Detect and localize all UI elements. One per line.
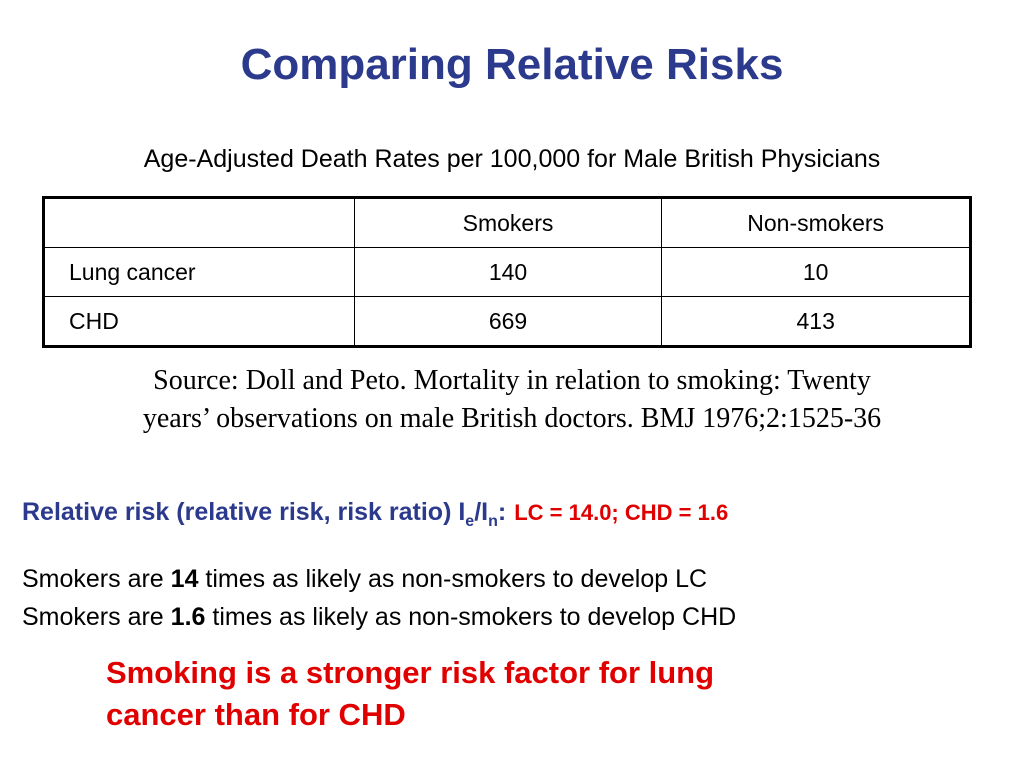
cell-smokers: 669 xyxy=(353,296,663,347)
slide-title: Comparing Relative Risks xyxy=(240,40,784,89)
relative-risk-line: Relative risk (relative risk, risk ratio… xyxy=(22,498,728,531)
row-label: CHD xyxy=(43,296,355,347)
row-label: Lung cancer xyxy=(43,247,355,297)
header-non-smokers: Non-smokers xyxy=(661,197,971,248)
statement-value: 14 xyxy=(170,565,199,593)
statement-suffix: times as likely as non-smokers to develo… xyxy=(198,565,708,593)
source-line-2: years’ observations on male British doct… xyxy=(142,403,882,434)
table-row-lung-cancer: Lung cancer 140 10 xyxy=(43,247,971,297)
table-caption: Age-Adjusted Death Rates per 100,000 for… xyxy=(143,145,881,173)
header-empty-cell xyxy=(43,197,355,248)
relative-risk-slash: /I xyxy=(474,498,489,526)
statement-prefix: Smokers are xyxy=(22,603,171,631)
conclusion-line-2: cancer than for CHD xyxy=(106,697,406,732)
statement-chd: Smokers are 1.6 times as likely as non-s… xyxy=(22,598,736,636)
cell-non-smokers: 10 xyxy=(661,247,971,297)
statement-suffix: times as likely as non-smokers to develo… xyxy=(205,603,737,631)
table-row-chd: CHD 669 413 xyxy=(43,296,971,347)
source-line-1: Source: Doll and Peto. Mortality in rela… xyxy=(153,365,871,396)
table-header-row: Smokers Non-smokers xyxy=(43,197,971,248)
cell-non-smokers: 413 xyxy=(661,296,971,347)
statement-prefix: Smokers are xyxy=(22,565,171,593)
cell-smokers: 140 xyxy=(353,247,663,297)
statement-lc: Smokers are 14 times as likely as non-sm… xyxy=(22,560,736,598)
statements-block: Smokers are 14 times as likely as non-sm… xyxy=(22,560,736,636)
relative-risk-colon: : xyxy=(497,498,507,526)
statement-value: 1.6 xyxy=(170,603,206,631)
source-citation: Source: Doll and Peto. Mortality in rela… xyxy=(0,362,1024,438)
subscript-n: n xyxy=(488,513,498,530)
relative-risk-label: Relative risk (relative risk, risk ratio… xyxy=(22,498,466,526)
conclusion-line-1: Smoking is a stronger risk factor for lu… xyxy=(106,655,715,690)
death-rates-table: Smokers Non-smokers Lung cancer 140 10 C… xyxy=(42,196,972,348)
conclusion-text: Smoking is a stronger risk factor for lu… xyxy=(106,652,926,736)
relative-risk-result: LC = 14.0; CHD = 1.6 xyxy=(514,500,729,525)
subscript-e: e xyxy=(465,513,475,530)
header-smokers: Smokers xyxy=(353,197,663,248)
